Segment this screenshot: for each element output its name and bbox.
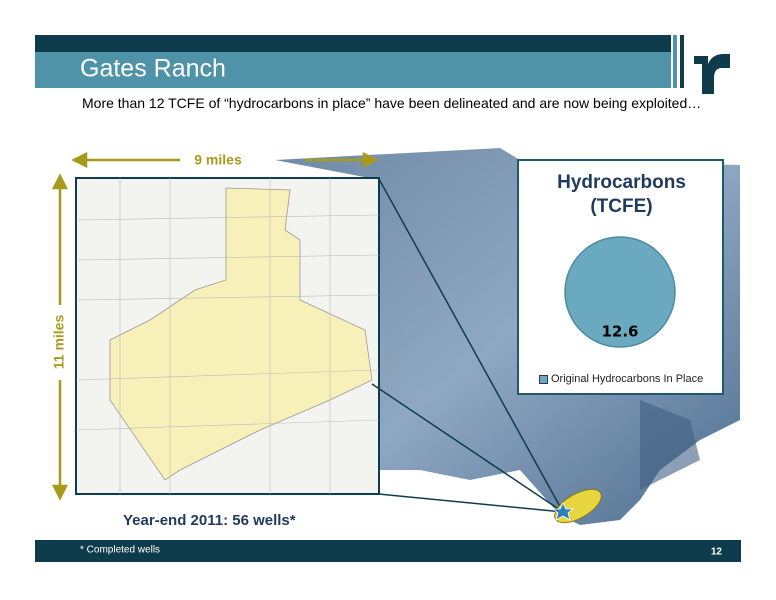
header-top-bar [35,35,671,52]
chart-title: Hydrocarbons (TCFE) [557,172,686,217]
location-star [551,502,575,521]
connector-lines [371,178,564,513]
page-number: 12 [711,547,723,558]
map-shade [640,400,700,490]
height-label: 11 miles [51,315,67,370]
pie-slice [564,236,676,348]
slide-title: Gates Ranch [80,55,226,83]
header-bar [35,52,671,88]
chart-panel: 12.6 Hydrocarbons (TCFE) Original Hydroc… [517,159,724,395]
subtitle: More than 12 TCFE of “hydrocarbons in pl… [82,95,702,111]
width-label: 9 miles [194,152,242,168]
chart: 12.6 [564,236,676,348]
legend-label: Original Hydrocarbons In Place [551,373,704,385]
logo [694,54,730,94]
logo-stripe [673,35,677,88]
legend: Original Hydrocarbons In Place [539,373,703,385]
caption: Year-end 2011: 56 wells* [123,512,296,529]
footer-bar [35,540,741,562]
logo-stripe [680,35,684,88]
data-label: 12.6 [601,323,638,341]
scale-arrows [51,151,379,501]
footnote: * Completed wells [80,545,160,556]
inset-grid [75,178,380,494]
legend-swatch [539,374,548,384]
